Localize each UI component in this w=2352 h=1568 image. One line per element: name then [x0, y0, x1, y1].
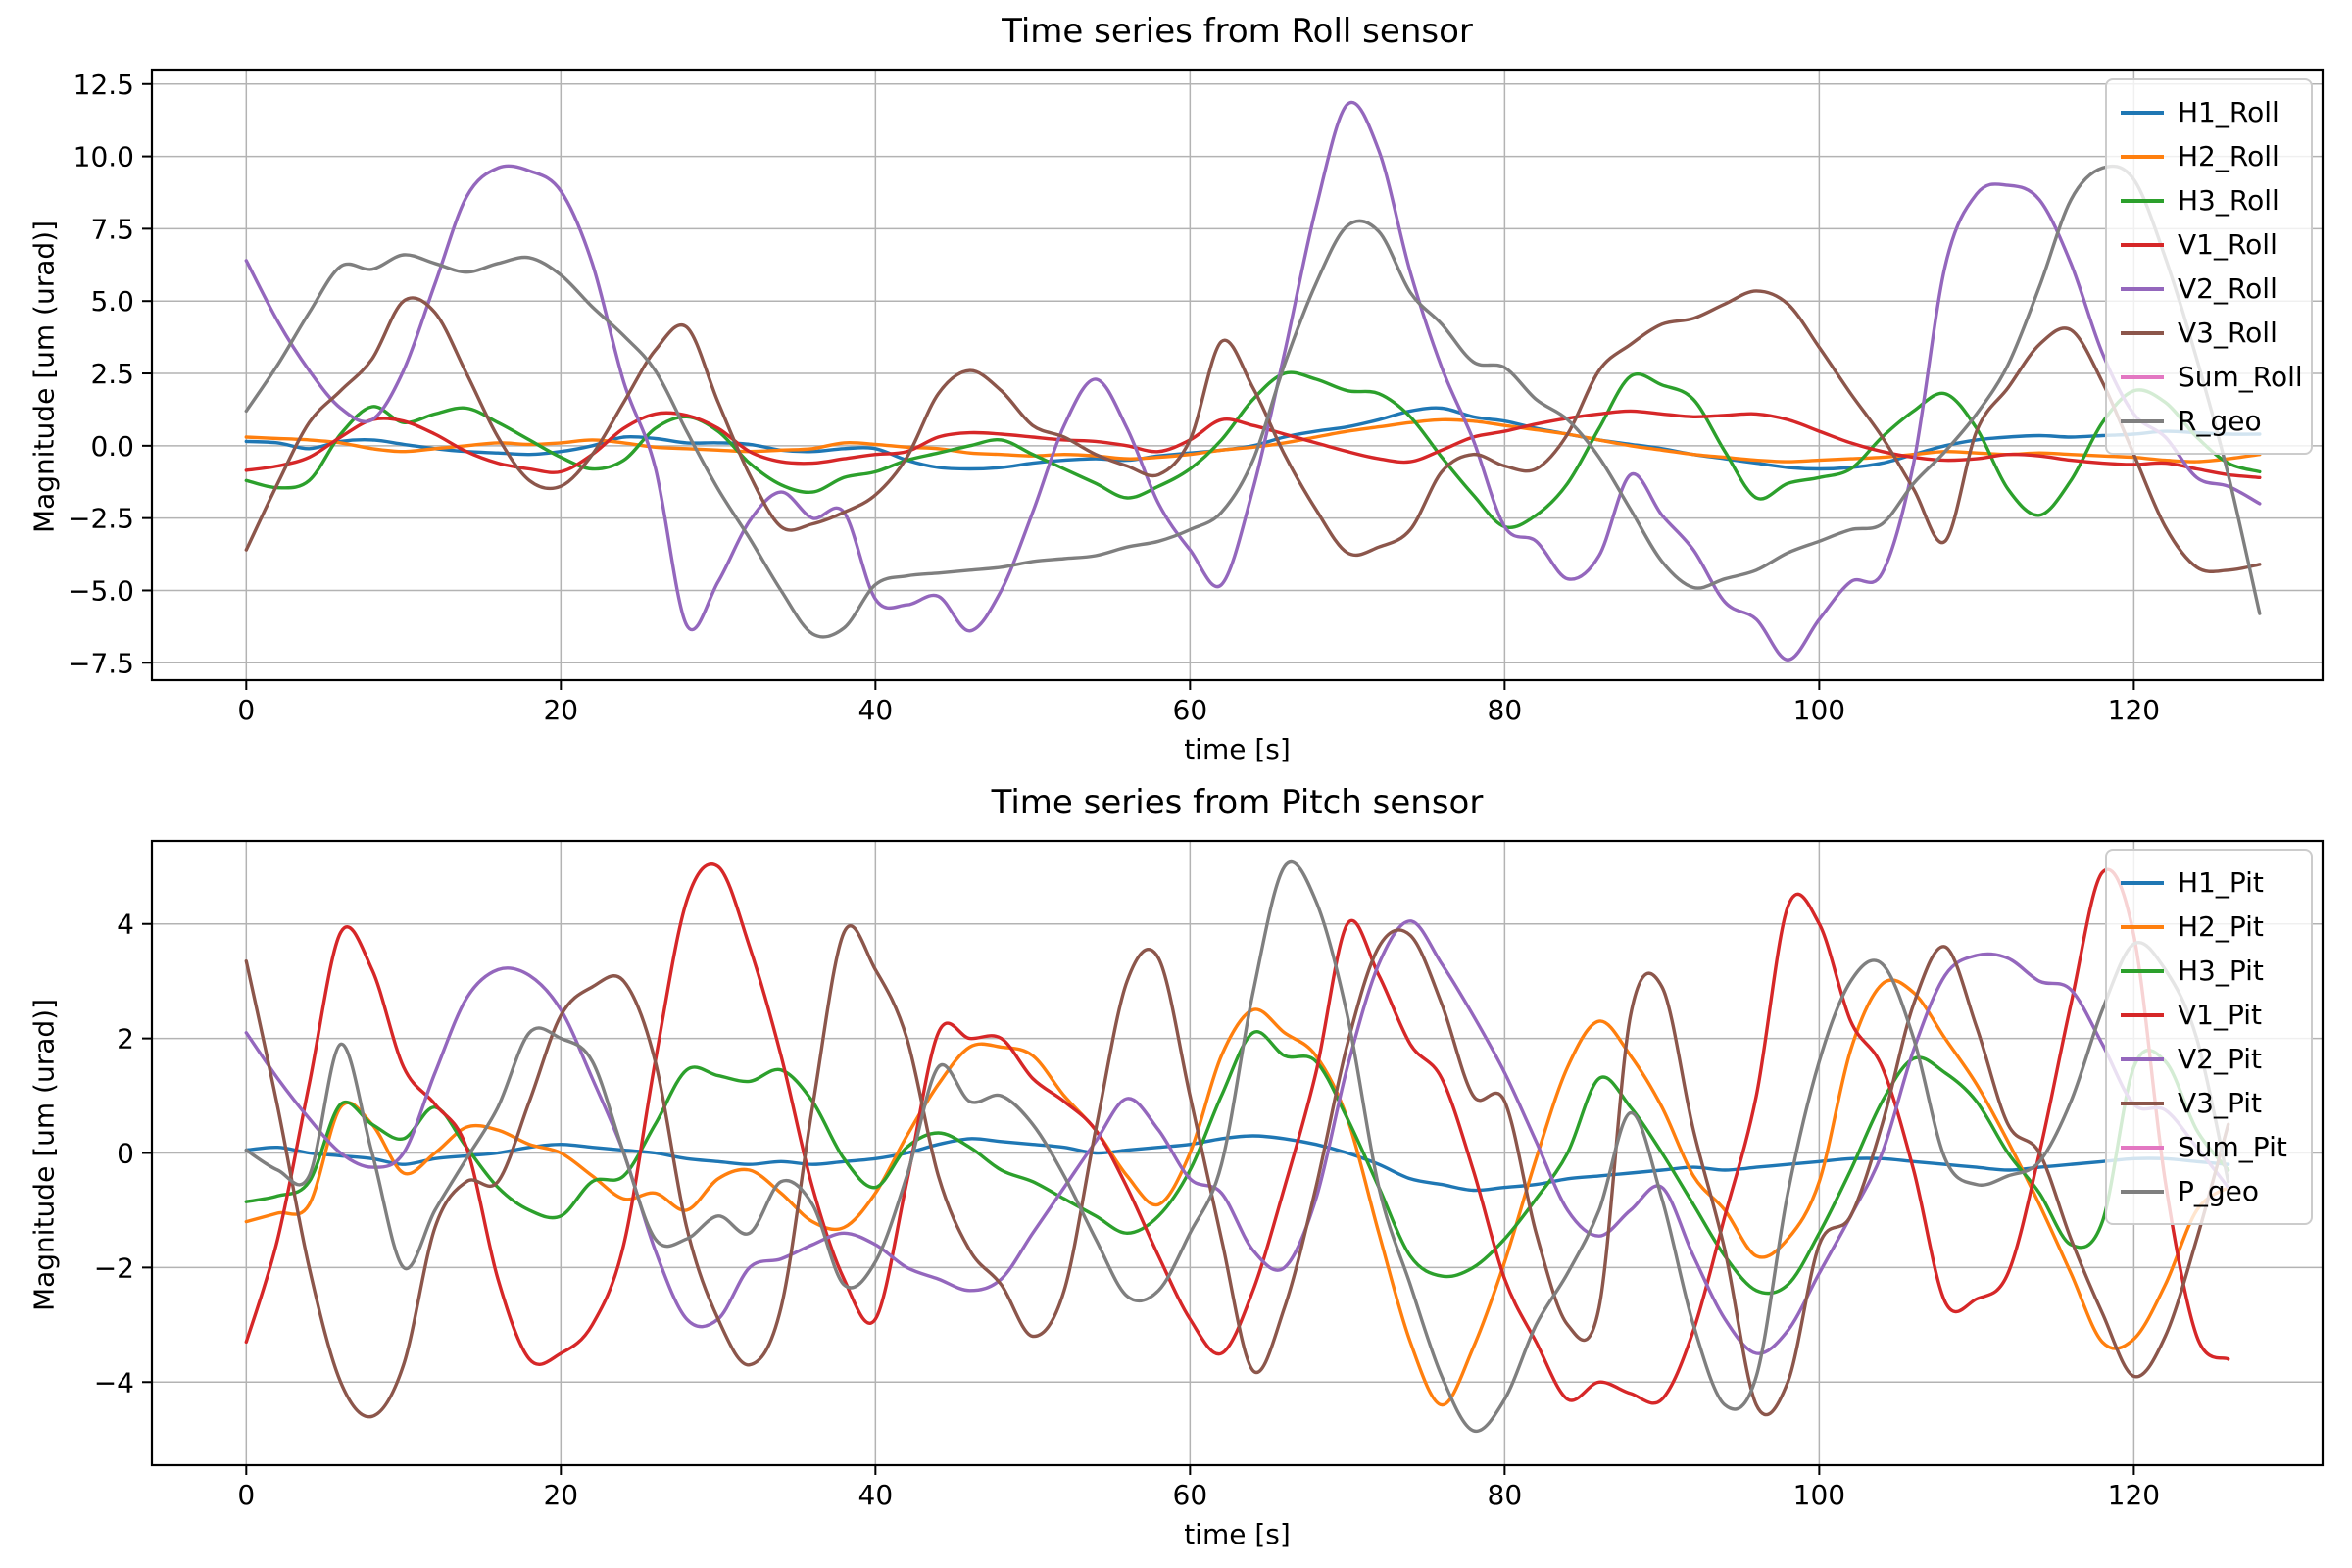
y-tick-label: −2.5 [68, 503, 134, 535]
legend-item: V1_Pit [2121, 993, 2311, 1037]
legend-item: H2_Roll [2121, 134, 2311, 178]
legend-label: V2_Roll [2178, 272, 2278, 305]
legend-line-swatch [2121, 1012, 2164, 1017]
y-tick-label: 12.5 [74, 69, 134, 101]
legend-label: V1_Pit [2178, 999, 2262, 1031]
legend-item: H3_Roll [2121, 178, 2311, 222]
x-tick-label: 100 [1793, 1479, 1845, 1511]
y-tick-label: 0.0 [90, 430, 134, 463]
x-tick-label: 20 [543, 1479, 578, 1511]
legend-label: V3_Roll [2178, 317, 2278, 349]
y-tick-label: 2.5 [90, 358, 134, 390]
legend-item: Sum_Pit [2121, 1125, 2311, 1169]
legend-label: H2_Roll [2178, 140, 2279, 172]
legend-line-swatch [2121, 968, 2164, 973]
pitch-yaxis-label: Magnitude [um (urad)] [27, 998, 61, 1312]
x-tick-label: 0 [237, 1479, 255, 1511]
legend-line-swatch [2121, 880, 2164, 885]
x-tick-label: 60 [1173, 694, 1208, 726]
legend-line-swatch [2121, 330, 2164, 335]
legend-line-swatch [2121, 1189, 2164, 1194]
roll-legend: H1_Roll H2_Roll H3_Roll V1_Roll V2_Roll … [2105, 78, 2313, 455]
x-tick-label: 40 [858, 694, 894, 726]
series-line-V3_Roll [244, 289, 2262, 573]
legend-line-swatch [2121, 924, 2164, 929]
legend-item: V3_Pit [2121, 1081, 2311, 1125]
legend-item: V2_Roll [2121, 267, 2311, 311]
pitch-legend: H1_Pit H2_Pit H3_Pit V1_Pit V2_Pit V3_Pi… [2105, 849, 2313, 1225]
y-tick-label: −2 [94, 1251, 134, 1284]
y-tick-label: 10.0 [74, 141, 134, 173]
y-tick-label: −4 [94, 1366, 134, 1398]
legend-label: H1_Pit [2178, 866, 2264, 899]
pitch-xaxis-label: time [s] [1184, 1518, 1291, 1550]
x-tick-label: 40 [858, 1479, 894, 1511]
x-tick-label: 80 [1488, 1479, 1523, 1511]
x-tick-label: 100 [1793, 694, 1845, 726]
legend-line-swatch [2121, 1056, 2164, 1061]
series-line-V2_Pit [244, 919, 2230, 1355]
legend-label: Sum_Roll [2178, 361, 2303, 393]
legend-label: V1_Roll [2178, 228, 2278, 261]
x-tick-label: 20 [543, 694, 578, 726]
legend-item: Sum_Roll [2121, 355, 2311, 399]
legend-item: H1_Roll [2121, 90, 2311, 134]
y-tick-label: −5.0 [68, 574, 134, 607]
series-line-H3_Roll [244, 370, 2262, 530]
legend-item: P_geo [2121, 1169, 2311, 1213]
legend-item: H3_Pit [2121, 949, 2311, 993]
legend-label: H3_Roll [2178, 184, 2279, 217]
series-line-V3_Pit [244, 924, 2230, 1419]
legend-item: V3_Roll [2121, 311, 2311, 355]
legend-line-swatch [2121, 286, 2164, 291]
legend-item: V2_Pit [2121, 1037, 2311, 1081]
legend-line-swatch [2121, 374, 2164, 379]
legend-line-swatch [2121, 154, 2164, 159]
roll-xaxis-label: time [s] [1184, 733, 1291, 765]
axes-spine [150, 68, 2325, 682]
y-tick-label: −7.5 [68, 647, 134, 679]
series-line-V2_Roll [244, 100, 2262, 662]
legend-label: H1_Roll [2178, 96, 2279, 128]
legend-item: R_geo [2121, 399, 2311, 443]
series-line-R_geo [244, 164, 2262, 639]
series-line-P_geo [244, 859, 2230, 1434]
roll-yaxis-label: Magnitude [um (urad)] [27, 220, 61, 534]
y-tick-label: 4 [117, 908, 134, 941]
legend-label: V3_Pit [2178, 1087, 2262, 1119]
x-tick-label: 120 [2108, 694, 2160, 726]
legend-line-swatch [2121, 198, 2164, 203]
legend-label: Sum_Pit [2178, 1131, 2287, 1163]
legend-item: H1_Pit [2121, 860, 2311, 905]
legend-line-swatch [2121, 242, 2164, 247]
legend-line-swatch [2121, 418, 2164, 423]
series-line-H2_Roll [244, 417, 2262, 464]
series-line-V1_Pit [244, 862, 2230, 1405]
pitch-plot-title: Time series from Pitch sensor [991, 783, 1484, 822]
legend-label: H3_Pit [2178, 955, 2264, 987]
x-tick-label: 60 [1173, 1479, 1208, 1511]
legend-label: H2_Pit [2178, 910, 2264, 943]
legend-label: P_geo [2178, 1175, 2260, 1207]
x-tick-label: 120 [2108, 1479, 2160, 1511]
y-tick-label: 5.0 [90, 285, 134, 318]
legend-item: V1_Roll [2121, 222, 2311, 267]
y-tick-label: 7.5 [90, 213, 134, 245]
legend-item: H2_Pit [2121, 905, 2311, 949]
legend-line-swatch [2121, 1101, 2164, 1105]
series-line-V1_Roll [244, 409, 2262, 479]
legend-label: V2_Pit [2178, 1043, 2262, 1075]
roll-plot-title: Time series from Roll sensor [1002, 12, 1473, 51]
legend-line-swatch [2121, 1145, 2164, 1150]
x-tick-label: 80 [1488, 694, 1523, 726]
legend-label: R_geo [2178, 405, 2262, 437]
legend-line-swatch [2121, 110, 2164, 115]
y-tick-label: 2 [117, 1023, 134, 1055]
series-line-H1_Pit [244, 1134, 2230, 1193]
x-tick-label: 0 [237, 694, 255, 726]
y-tick-label: 0 [117, 1138, 134, 1170]
series-line-H2_Pit [244, 978, 2230, 1407]
